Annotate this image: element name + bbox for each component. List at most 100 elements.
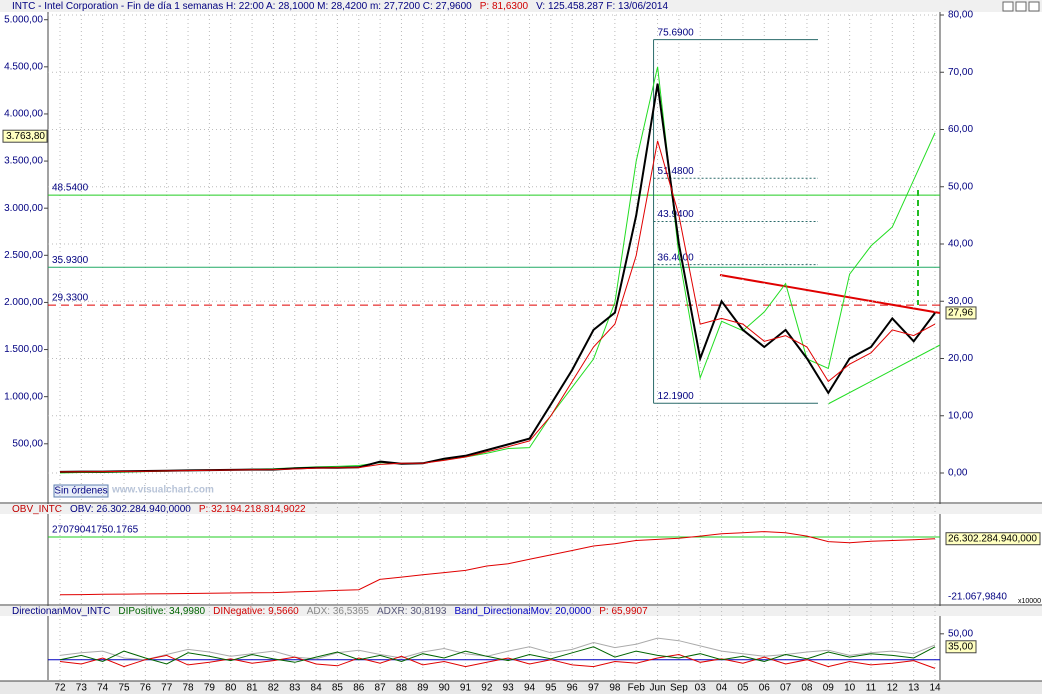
x-tick-label: 83 (289, 683, 301, 694)
x-tick-label: 96 (567, 683, 579, 694)
x-tick-label: 73 (76, 683, 88, 694)
x-tick-label: 09 (823, 683, 835, 694)
dmi-line (59, 637, 936, 661)
x-tick-label: 78 (182, 683, 194, 694)
dmi-title: DirectionanMov_INTC DIPositive: 34,9980 DI… (12, 606, 648, 617)
maximize-button[interactable] (1015, 1, 1027, 12)
x-tick-label: 90 (439, 683, 451, 694)
fib-label: 51.4800 (658, 166, 695, 177)
y2-tick-label: 60,00 (948, 124, 973, 135)
x-tick-label: 81 (247, 683, 259, 694)
x-tick-label: Jun (649, 683, 665, 694)
title-part: P: 81,6300 (480, 1, 529, 12)
title-part: DINegative: 9,5660 (213, 606, 299, 617)
x-tick-label: 87 (375, 683, 387, 694)
x-tick-label: 93 (503, 683, 515, 694)
dmi-line (59, 653, 936, 669)
x-tick-label: 06 (759, 683, 771, 694)
x-tick-label: 74 (97, 683, 109, 694)
x-axis-strip (0, 681, 1042, 694)
x-tick-label: 89 (417, 683, 429, 694)
x-tick-label: 95 (545, 683, 557, 694)
trend-line (719, 274, 941, 314)
x-tick-label: 07 (780, 683, 792, 694)
y-tick-label: 5.000,00 (4, 14, 43, 25)
x-tick-label: 82 (268, 683, 280, 694)
value-badge (945, 306, 977, 320)
y2-tick-label: 10,00 (948, 410, 973, 421)
title-part: P: 32.194.218.814,9022 (199, 504, 306, 515)
title-part: ADXR: 30,8193 (377, 606, 447, 617)
y-tick-label: 2.500,00 (4, 250, 43, 261)
level-label: 27079041750.1765 (52, 525, 139, 536)
x-tick-label: 14 (929, 683, 941, 694)
y-tick-label: 3.500,00 (4, 156, 43, 167)
x-tick-label: 79 (204, 683, 216, 694)
x-tick-label: 84 (311, 683, 323, 694)
price-line (59, 140, 936, 473)
level-label: 29.3300 (52, 293, 89, 304)
x-tick-label: 13 (908, 683, 920, 694)
y-tick-label: 4.500,00 (4, 61, 43, 72)
value-badge-label: 35,00 (948, 641, 973, 652)
fib-label: 12.1900 (658, 391, 695, 402)
value-badge (945, 640, 977, 654)
y2-tick-label: 40,00 (948, 239, 973, 250)
y-tick-label: 2.000,00 (4, 297, 43, 308)
y-tick-label: 4.000,00 (4, 109, 43, 120)
x-tick-label: 05 (737, 683, 749, 694)
x-tick-label: 75 (118, 683, 130, 694)
title-part: V: 125.458.287 F: 13/06/2014 (536, 1, 668, 12)
close-button[interactable] (1028, 1, 1040, 12)
value-badge (2, 129, 48, 143)
value-badge-label: 3.763,80 (6, 131, 45, 142)
level-label: 35.9300 (52, 255, 89, 266)
x-tick-label: 98 (609, 683, 621, 694)
y2-tick-label: 50,00 (948, 181, 973, 192)
y-tick-label: 500,00 (12, 438, 43, 449)
x-tick-label: 94 (524, 683, 536, 694)
window-controls (1002, 1, 1040, 12)
minimize-button[interactable] (1002, 1, 1014, 12)
title-part: DirectionanMov_INTC (12, 606, 110, 617)
title-part: OBV_INTC (12, 504, 62, 515)
x-tick-label: 76 (140, 683, 152, 694)
x-tick-label: 03 (695, 683, 707, 694)
x-tick-label: 04 (716, 683, 728, 694)
y-tick-label: 3.000,00 (4, 203, 43, 214)
title-part: P: 65,9907 (599, 606, 648, 617)
fib-label: 75.6900 (658, 27, 695, 38)
x-tick-label: 12 (887, 683, 899, 694)
title-part: DIPositive: 34,9980 (118, 606, 205, 617)
x-tick-label: 08 (801, 683, 813, 694)
value-badge-label: 26.302.284.940,000 (948, 533, 1037, 544)
level-label: 48.5400 (52, 183, 89, 194)
y2-tick-label: 80,00 (948, 10, 973, 21)
x-tick-label: 10 (844, 683, 856, 694)
x-tick-label: 86 (353, 683, 365, 694)
y2-tick-label: 70,00 (948, 67, 973, 78)
y-tick-label: 1.000,00 (4, 391, 43, 402)
x-tick-label: 85 (332, 683, 344, 694)
panel-header (0, 606, 1042, 616)
y2-tick-label: 30,00 (948, 296, 973, 307)
y2-tick-label: 0,00 (948, 468, 968, 479)
x-tick-label: 80 (225, 683, 237, 694)
chart-title: INTC - Intel Corporation - Fin de día 1 … (12, 1, 668, 12)
scale-note: x10000 (1018, 598, 1041, 605)
trend-line (827, 344, 941, 405)
x-tick-label: 88 (396, 683, 408, 694)
title-bar (0, 0, 1042, 12)
panel-header (0, 504, 1042, 514)
y-tick-label: 1.500,00 (4, 344, 43, 355)
x-tick-label: 72 (54, 683, 66, 694)
title-part: INTC - Intel Corporation - Fin de día 1 … (12, 1, 472, 12)
y2-tick-label: 20,00 (948, 353, 973, 364)
x-tick-label: Feb (628, 683, 646, 694)
y2-tick-label: 50,00 (948, 628, 973, 639)
obv-line (59, 531, 936, 596)
x-tick-label: 92 (481, 683, 493, 694)
title-part: OBV: 26.302.284.940,0000 (70, 504, 191, 515)
